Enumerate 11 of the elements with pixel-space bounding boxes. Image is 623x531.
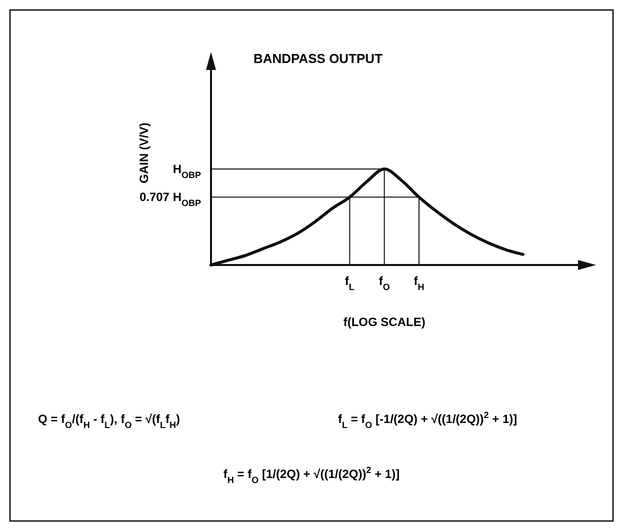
x-tick-label: f$_{H}$ [414,274,424,292]
text: f$_{H}$ = f$_{O}$ [1/(2Q) + √((1/(2Q))$^{2}$ + 1)] [223,465,400,485]
ref-line-label: 0.707 H$_{OBP}$ [139,190,201,208]
y-axis-title: GAIN (V/V) [137,122,151,184]
x-axis-title: f(LOG SCALE) [343,315,426,329]
x-tick-label: f$_{O}$ [378,274,390,292]
text: Q = f$_{O}$/(f$_{H}$ - f$_{L}$), f$_{O}$ = √(f$_{L}$f$_{H}$) [38,412,180,430]
x-tick-label: f$_{L}$ [344,274,355,292]
ref-line-label: H$_{OBP}$ [172,162,201,180]
chart-title: BANDPASS OUTPUT [253,51,383,66]
text: f$_{L}$ = f$_{O}$ [-1/(2Q) + √((1/(2Q))$^{2}$ + 1)] [338,410,518,430]
